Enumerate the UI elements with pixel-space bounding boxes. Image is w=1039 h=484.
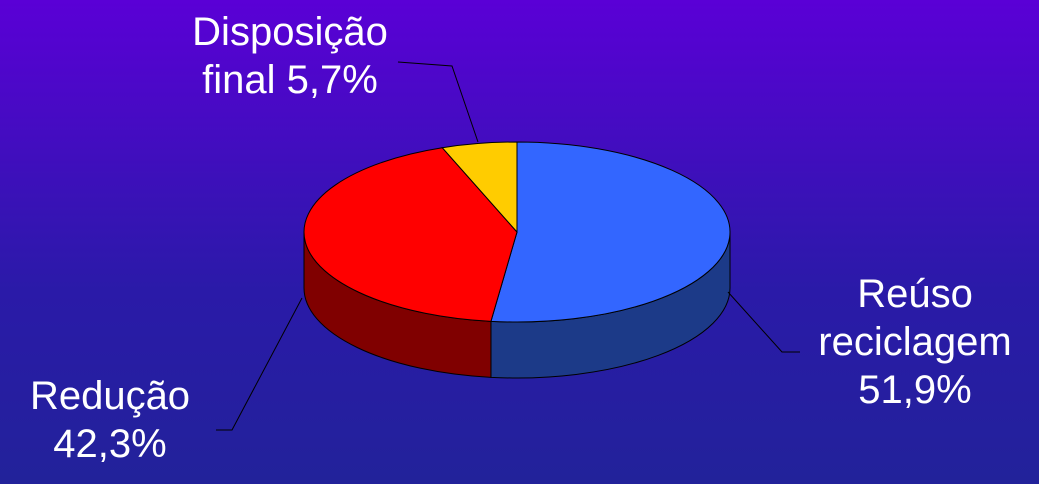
leader-lines [216,61,800,431]
leader-line [397,61,479,143]
leader-line [216,297,303,431]
slice-label: Disposição final 5,7% [170,8,410,104]
pie-slice [490,141,731,323]
value-label: 42,3% [53,422,167,466]
pie-tops [303,141,731,323]
value-label: 5,7% [286,58,378,102]
category-label: Reúso reciclagem [818,272,1012,364]
leader-line [727,291,800,353]
category-label: Disposição final [192,10,388,102]
pie-slice [441,141,518,234]
slice-label: Redução 42,3% [10,372,210,468]
category-label: Redução [29,374,191,418]
pie-slice [303,147,518,322]
slice-label: Reúso reciclagem 51,9% [800,270,1030,414]
value-label: 51,9% [858,368,972,412]
